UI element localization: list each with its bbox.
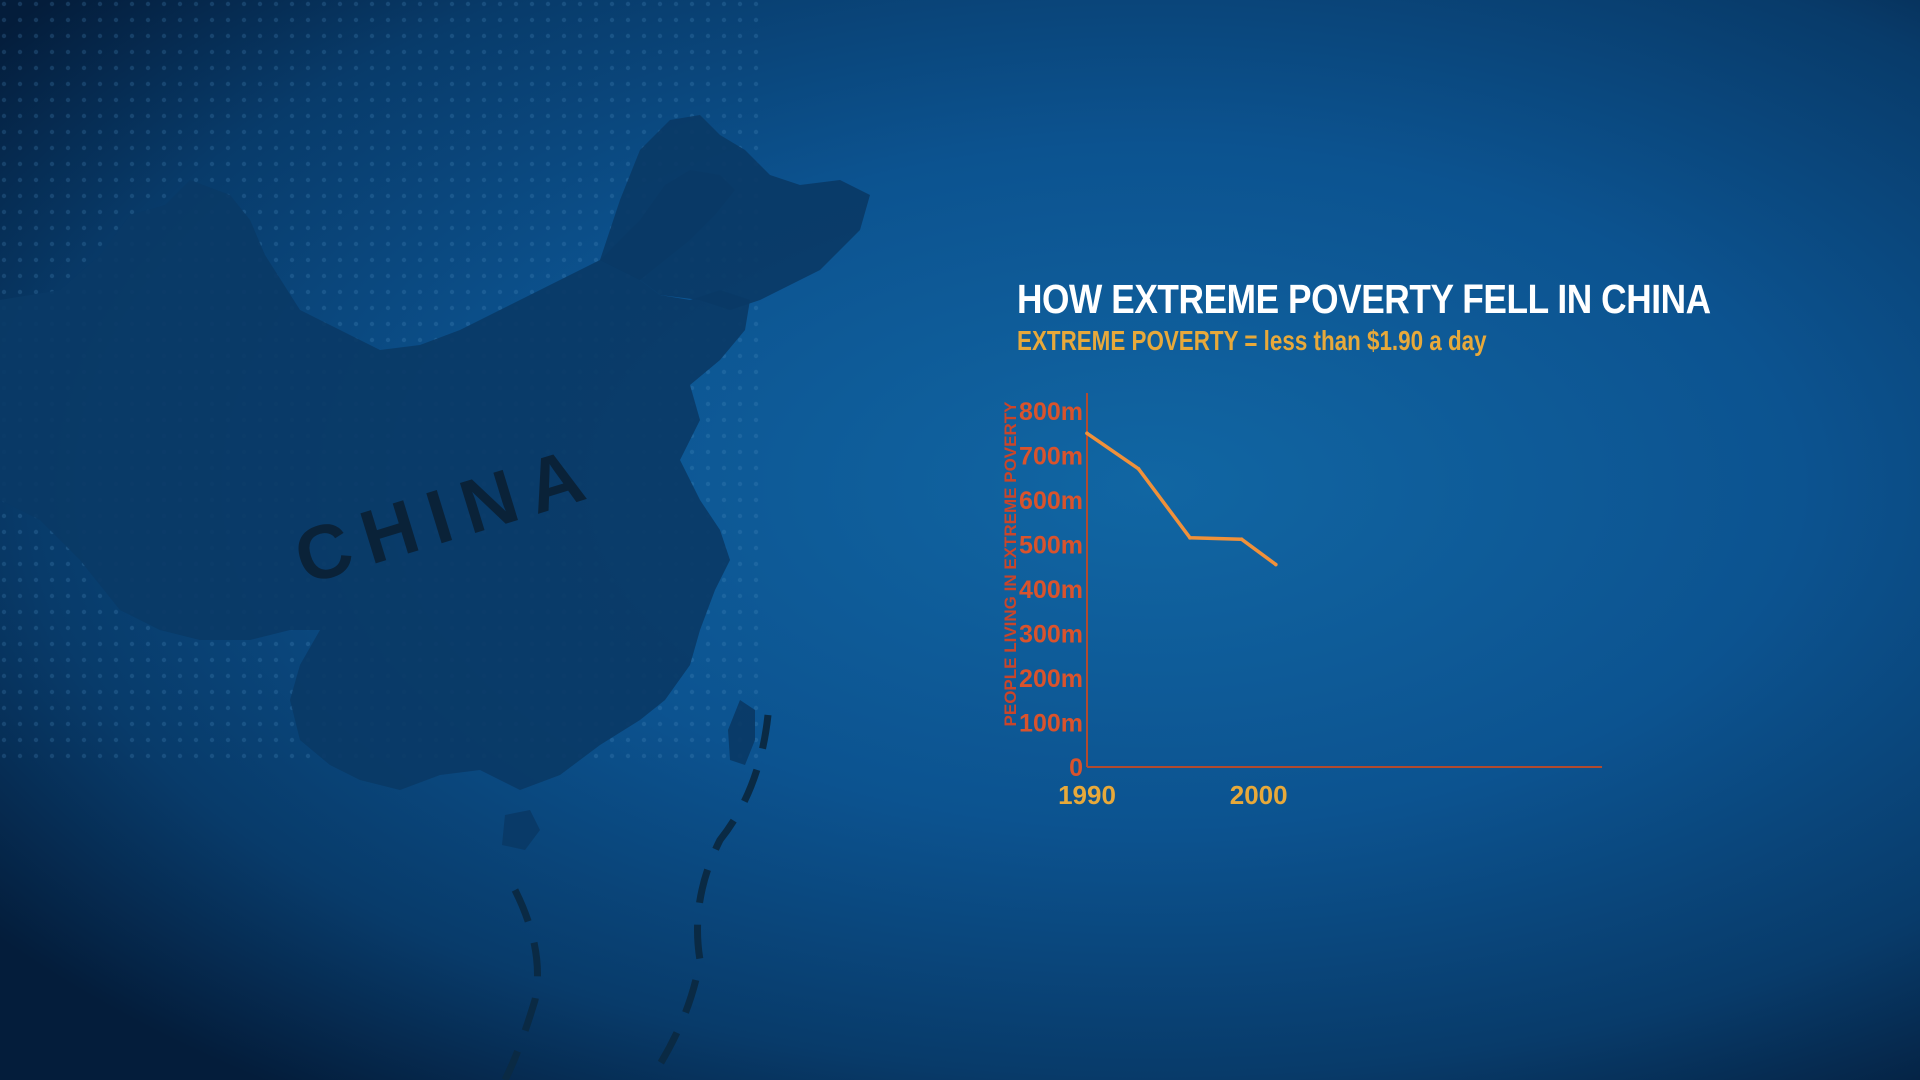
y-tick-labels: 0 100m 200m 300m 400m 500m 600m 700m 800m	[1019, 398, 1083, 782]
y-tick-label: 600m	[1019, 487, 1083, 515]
y-tick-label: 700m	[1019, 443, 1083, 471]
data-point	[1239, 537, 1244, 541]
dashed-boundary-left	[501, 888, 541, 1080]
y-tick-label: 400m	[1019, 576, 1083, 604]
hainan-island	[502, 810, 540, 850]
taiwan-island	[728, 700, 755, 765]
chart-axes	[1086, 393, 1602, 768]
y-tick-label: 500m	[1019, 532, 1083, 560]
x-tick-label: 2000	[1230, 780, 1288, 810]
data-point	[1136, 467, 1141, 471]
y-tick-label: 200m	[1019, 665, 1083, 693]
china-landmass	[0, 170, 750, 790]
y-tick-label: 300m	[1019, 621, 1083, 649]
series-layer	[1085, 431, 1278, 567]
dashed-boundary-right	[647, 714, 772, 1080]
chart-title: HOW EXTREME POVERTY FELL IN CHINA	[1017, 276, 1711, 322]
data-point	[1188, 536, 1192, 540]
manchuria-region	[600, 115, 870, 310]
data-point	[1274, 562, 1278, 567]
x-tick-label: 1990	[1058, 780, 1116, 810]
y-tick-label: 100m	[1019, 710, 1083, 738]
x-tick-labels: 1990 2000	[1058, 780, 1288, 810]
data-point	[1085, 431, 1089, 436]
y-axis-label: PEOPLE LIVING IN EXTREME POVERTY	[1001, 401, 1020, 727]
chart-subtitle: EXTREME POVERTY = less than $1.90 a day	[1017, 325, 1487, 356]
y-tick-label: 800m	[1019, 398, 1083, 426]
series-line	[1085, 431, 1278, 567]
y-tick-label: 0	[1069, 754, 1083, 782]
